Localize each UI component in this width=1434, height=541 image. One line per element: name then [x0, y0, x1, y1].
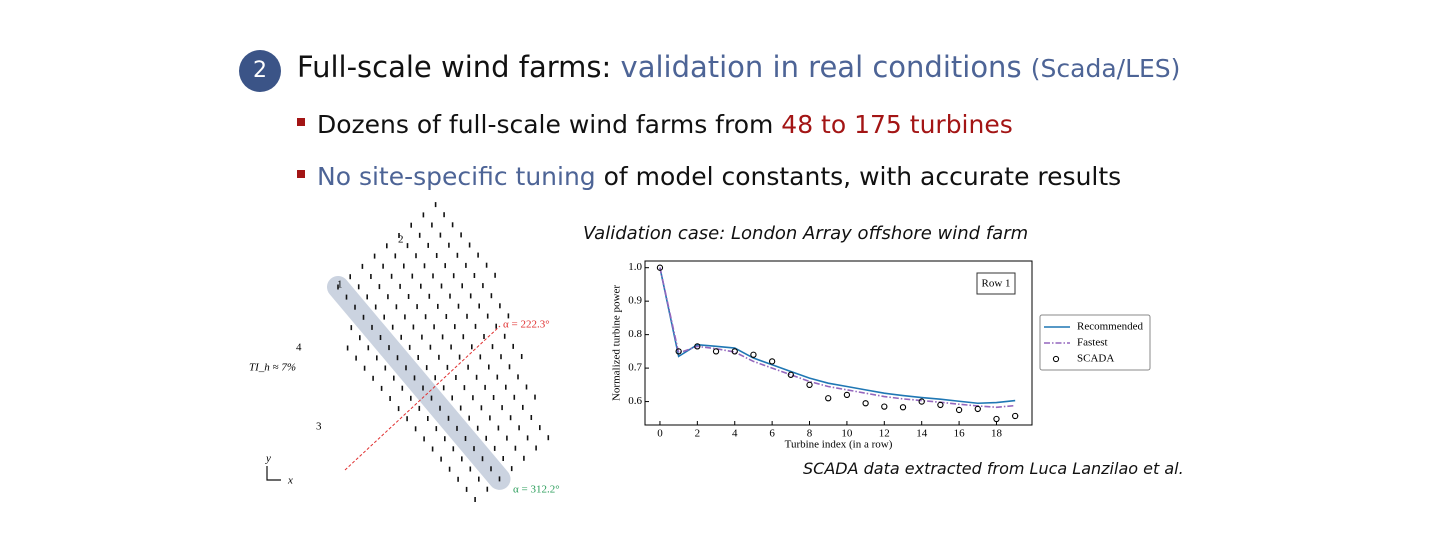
data-point: [918, 398, 925, 405]
x-tick-label: 18: [991, 428, 1003, 440]
annotation-box: [976, 272, 1016, 295]
bullet: No site-specific tuning of model constan…: [297, 162, 1121, 191]
title-accent: validation in real conditions: [620, 50, 1022, 84]
data-point: [787, 371, 794, 378]
x-tick-label: 16: [954, 428, 966, 440]
data-point: [899, 404, 907, 411]
alpha-label: α = 312.2°: [513, 484, 560, 496]
wind-direction: [344, 325, 501, 471]
x-tick-label: 14: [916, 428, 928, 440]
data-point: [955, 406, 963, 414]
data-point: [993, 415, 1000, 423]
legend-label: Recommended: [1077, 321, 1143, 333]
y-tick-label: 0.6: [628, 395, 642, 407]
data-point: [937, 401, 944, 409]
series-line: [659, 267, 1016, 409]
legend-box: [1039, 314, 1151, 371]
alpha-label: α = 222.3°: [503, 319, 550, 331]
data-point: [731, 348, 738, 355]
badge: 2: [239, 50, 281, 92]
data-point: [974, 405, 981, 413]
x-tick-label: 8: [807, 428, 813, 440]
series-line: [659, 267, 1016, 405]
row-band: [327, 276, 511, 490]
y-tick-label: 0.8: [628, 328, 642, 340]
chart: 0 2 4 6 8 10 12 14 16 18 0.6 0.7 0.8 0.9 1.0 Turbine in…: [611, 260, 1151, 451]
data-point: [843, 391, 851, 399]
data-point: [768, 358, 776, 365]
bullet-text: Dozens of full-scale wind farms from: [317, 110, 782, 139]
annotation: Row 1: [981, 278, 1010, 290]
axis-glyph-label: y: [265, 453, 271, 465]
row-label: 4: [296, 342, 302, 354]
x-tick-label: 2: [695, 428, 701, 440]
wind-farm-layout: α = 222.3° α = 312.2° 1 2 3 4TI_h ≈ 7% y x: [249, 202, 560, 502]
y-axis-label: Normalized turbine power: [611, 285, 623, 401]
x-tick-label: 0: [657, 428, 663, 440]
row-label: 2: [398, 234, 404, 246]
bullet-highlight: 48 to 175 turbines: [781, 110, 1013, 139]
axis-glyph-label: x: [287, 475, 293, 487]
x-tick-label: 6: [769, 428, 775, 440]
y-tick-label: 1.0: [628, 261, 642, 273]
ti-label: TI_h ≈ 7%: [249, 362, 296, 374]
title-tail: (Scada/LES): [1030, 54, 1181, 83]
data-point: [656, 264, 664, 271]
caption: Validation case: London Array offshore w…: [583, 223, 1029, 244]
x-tick-label: 4: [732, 428, 738, 440]
legend-marker: [1052, 355, 1060, 363]
data-point: [675, 348, 682, 355]
data-point: [1012, 412, 1019, 420]
title-lead: Full-scale wind farms:: [297, 50, 621, 84]
x-tick-label: 12: [879, 428, 890, 440]
data-point: [694, 343, 701, 350]
legend-label: Fastest: [1077, 337, 1108, 349]
x-axis-label: Turbine index (in a row): [785, 439, 893, 451]
y-tick-label: 0.7: [628, 362, 642, 374]
plot-frame: [644, 260, 1033, 426]
data-point: [825, 395, 832, 402]
bullet: Dozens of full-scale wind farms from 48 …: [297, 110, 1013, 139]
data-point: [806, 381, 813, 388]
data-point: [750, 351, 757, 358]
row-label: 3: [316, 421, 322, 433]
bullet-highlight: No site-specific tuning: [317, 162, 596, 191]
legend-label: SCADA: [1077, 353, 1114, 365]
y-tick-label: 0.9: [628, 295, 642, 307]
data-point: [862, 400, 869, 407]
row-label: 1: [337, 279, 343, 291]
x-tick-label: 10: [841, 428, 853, 440]
data-point: [881, 403, 888, 410]
source: SCADA data extracted from Luca Lanzilao …: [803, 459, 1184, 478]
slide-title: Full-scale wind farms: validation in rea…: [297, 50, 1180, 84]
bullet-text: of model constants, with accurate result…: [595, 162, 1122, 191]
data-point: [712, 348, 720, 355]
axis-glyph: [266, 466, 281, 481]
